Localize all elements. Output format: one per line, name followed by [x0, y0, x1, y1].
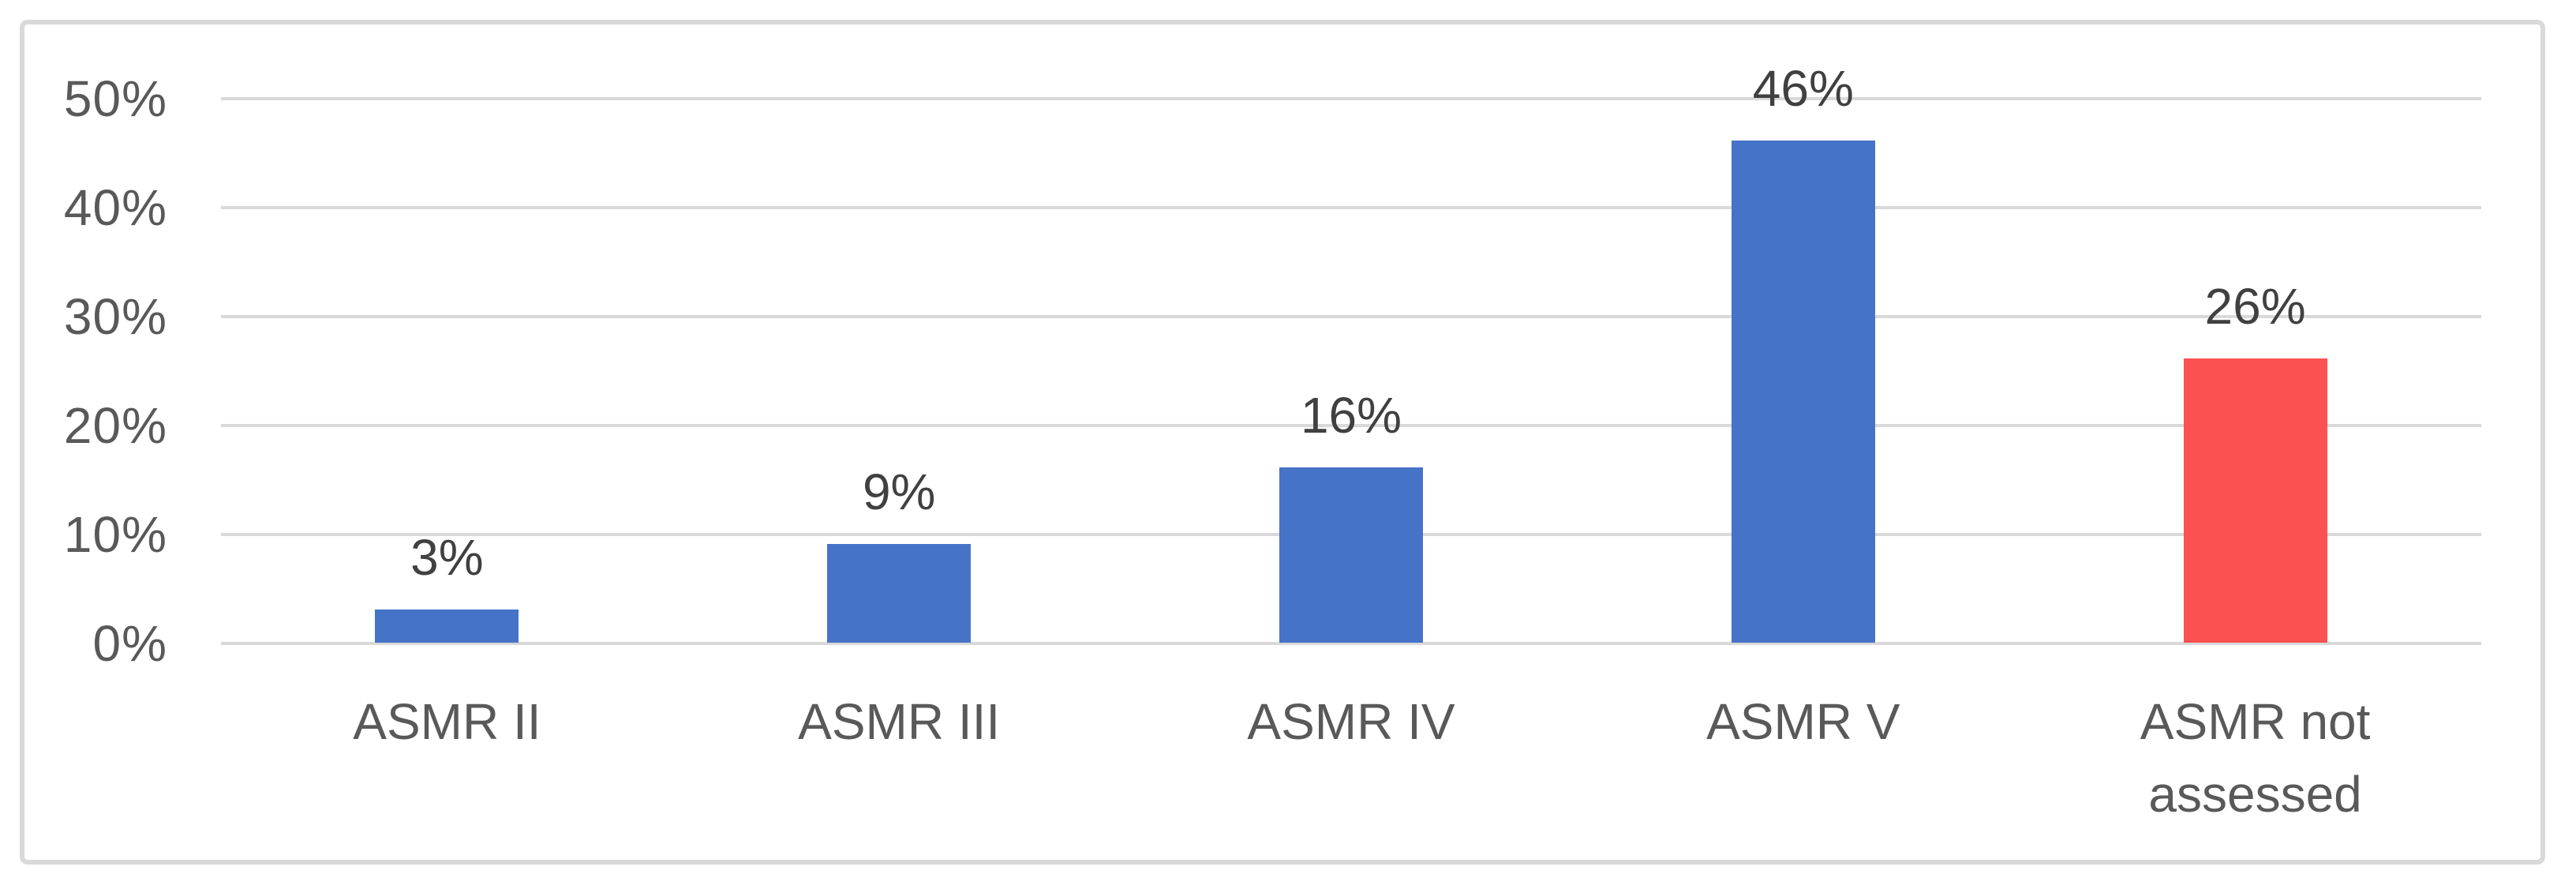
- y-axis-tick-label: 50%: [63, 70, 167, 127]
- gridline-40%: [221, 206, 2481, 209]
- gridline-30%: [221, 315, 2481, 318]
- y-axis-tick-label: 20%: [63, 397, 167, 454]
- bar-value-label: 16%: [1300, 387, 1402, 444]
- bar-2: [827, 543, 972, 643]
- bar-3: [1279, 467, 1423, 643]
- x-axis-category-label: ASMR V: [1706, 693, 1900, 750]
- y-axis-tick-label: 40%: [63, 179, 167, 236]
- gridline-0%: [221, 642, 2481, 645]
- bar-4: [1731, 141, 1875, 643]
- bar-1: [375, 609, 519, 643]
- bar-value-label: 3%: [410, 528, 484, 586]
- x-axis-category-label: ASMR not assessed: [2140, 693, 2371, 823]
- bar-value-label: 46%: [1752, 60, 1854, 118]
- x-axis-category-label: ASMR II: [353, 693, 541, 750]
- x-axis-category-label: ASMR IV: [1247, 693, 1455, 750]
- y-axis-tick-label: 0%: [92, 615, 167, 672]
- bar-5: [2183, 358, 2327, 643]
- y-axis-tick-label: 10%: [63, 506, 167, 563]
- gridline-20%: [221, 424, 2481, 427]
- x-axis-category-label: ASMR III: [798, 693, 1001, 750]
- chart-frame: [20, 20, 2545, 865]
- bar-value-label: 26%: [2204, 278, 2306, 336]
- bar-value-label: 9%: [862, 463, 936, 520]
- gridline-50%: [221, 97, 2481, 100]
- y-axis-tick-label: 30%: [63, 288, 167, 345]
